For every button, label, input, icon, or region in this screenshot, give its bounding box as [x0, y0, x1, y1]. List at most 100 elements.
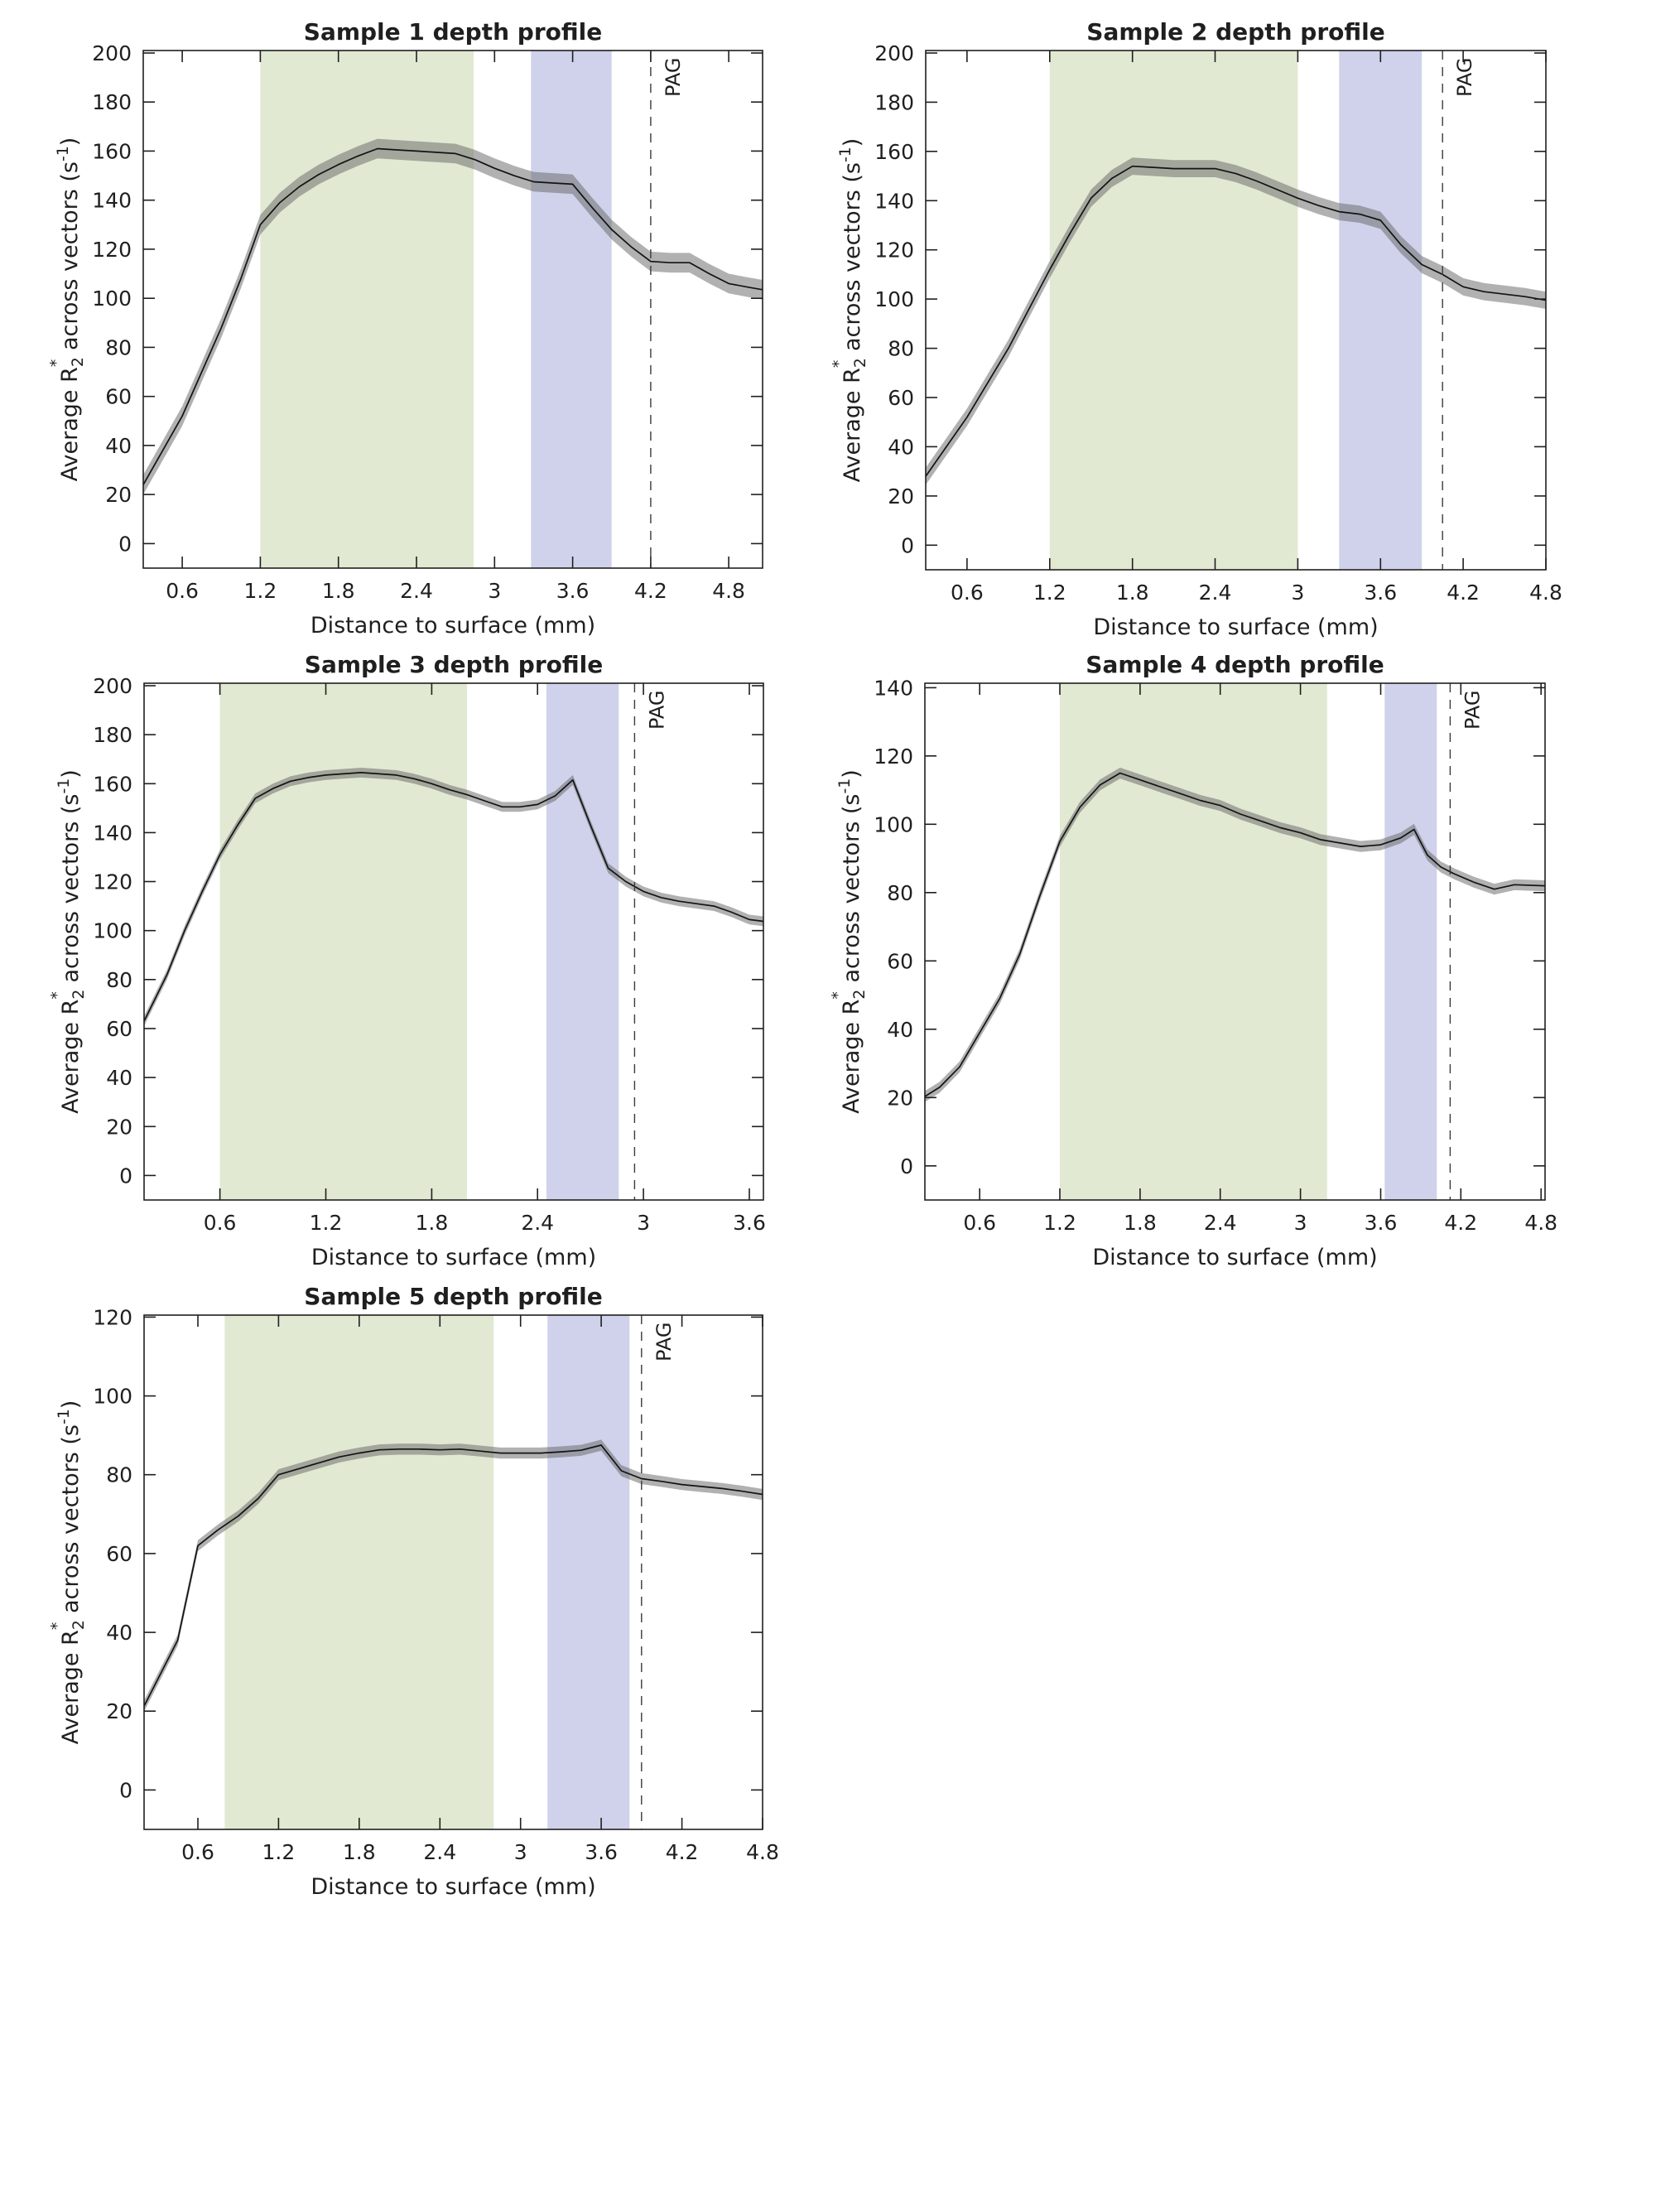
- x-tick-label: 1.8: [1124, 1211, 1157, 1235]
- x-tick-label: 4.8: [712, 579, 745, 603]
- y-tick-label: 20: [106, 1699, 132, 1723]
- x-tick-label: 4.2: [634, 579, 667, 603]
- y-tick-label: 200: [92, 41, 132, 65]
- y-tick-label: 80: [106, 968, 132, 992]
- x-axis-label: Distance to surface (mm): [310, 1874, 595, 1900]
- x-axis-label: Distance to surface (mm): [1093, 614, 1378, 640]
- y-tick-label: 60: [106, 1542, 132, 1566]
- x-tick-label: 3: [637, 1211, 650, 1235]
- chart-title: Sample 1 depth profile: [304, 18, 602, 46]
- y-axis-label: Average R2* across vectors (s-1): [47, 137, 87, 482]
- x-tick-label: 3: [488, 579, 501, 603]
- y-tick-label: 100: [93, 919, 132, 943]
- sample-5-chart: PAG 0.6 1.2 1.8 2.4 3 3.6 4.2 4.8 0 20 40 60 80 100 120…: [48, 1283, 779, 1900]
- y-tick-label: 100: [93, 1385, 132, 1409]
- plot-box: [925, 50, 1547, 571]
- y-tick-label: 120: [92, 238, 132, 262]
- y-tick-label: 180: [874, 90, 914, 114]
- x-axis-label: Distance to surface (mm): [311, 1245, 596, 1270]
- x-tick-label: 1.8: [322, 579, 355, 603]
- y-tick-label: 20: [888, 484, 914, 508]
- y-tick-label: 0: [119, 1164, 132, 1188]
- y-tick-label: 180: [93, 723, 132, 747]
- x-axis-label: Distance to surface (mm): [1092, 1245, 1377, 1270]
- y-axis-label: Average R2* across vectors (s-1): [48, 769, 88, 1114]
- y-tick-label: 40: [106, 1621, 132, 1645]
- plot-box: [142, 50, 763, 569]
- y-tick-label: 200: [93, 674, 132, 698]
- x-tick-label: 2.4: [1204, 1211, 1237, 1235]
- mean-line: [924, 772, 1546, 1097]
- plot-box: [143, 1314, 763, 1830]
- x-tick-label: 0.6: [963, 1211, 996, 1235]
- pag-label: PAG: [645, 690, 668, 730]
- purple-shaded-region: [547, 1315, 630, 1829]
- x-tick-label: 3.6: [585, 1840, 618, 1864]
- chart-title: Sample 4 depth profile: [1086, 651, 1384, 678]
- sample-2-chart: PAG 0.6 1.2 1.8 2.4 3 3.6 4.2 4.8 0 20 40 60 80 100 120…: [830, 18, 1562, 640]
- y-tick-label: 0: [901, 533, 914, 557]
- y-tick-label: 80: [106, 1463, 132, 1487]
- purple-shaded-region: [1384, 683, 1437, 1200]
- y-axis-label: Average R2* across vectors (s-1): [48, 1400, 88, 1745]
- y-tick-label: 140: [874, 189, 914, 213]
- x-tick-label: 4.8: [1524, 1211, 1557, 1235]
- y-tick-label: 140: [874, 676, 913, 700]
- y-tick-label: 200: [874, 41, 914, 65]
- mean-line: [142, 147, 763, 485]
- y-tick-label: 60: [888, 386, 914, 410]
- y-tick-label: 120: [874, 239, 914, 263]
- x-tick-label: 4.2: [666, 1840, 699, 1864]
- x-tick-label: 3: [1294, 1211, 1307, 1235]
- x-tick-label: 0.6: [204, 1211, 237, 1235]
- sample-1-chart: PAG 0.6 1.2 1.8 2.4 3 3.6 4.2 4.8 0 20 40 60 80 100 120…: [47, 18, 763, 639]
- x-tick-label: 4.2: [1444, 1211, 1477, 1235]
- green-shaded-region: [1049, 51, 1298, 570]
- y-tick-label: 40: [888, 435, 914, 459]
- x-tick-label: 3.6: [1364, 581, 1397, 605]
- x-tick-label: 2.4: [1199, 581, 1232, 605]
- x-tick-label: 3.6: [1365, 1211, 1398, 1235]
- y-tick-label: 80: [887, 881, 913, 905]
- x-tick-label: 1.2: [1043, 1211, 1076, 1235]
- green-shaded-region: [219, 683, 467, 1200]
- green-shaded-region: [1060, 683, 1327, 1200]
- purple-shaded-region: [1339, 51, 1423, 570]
- chart-title: Sample 5 depth profile: [304, 1283, 602, 1310]
- y-tick-label: 60: [105, 385, 132, 409]
- x-tick-label: 1.2: [1033, 581, 1066, 605]
- y-tick-label: 100: [874, 812, 913, 836]
- y-tick-label: 160: [92, 139, 132, 163]
- x-tick-label: 2.4: [423, 1840, 456, 1864]
- y-tick-label: 180: [92, 90, 132, 114]
- x-tick-label: 3: [514, 1840, 527, 1864]
- x-axis-label: Distance to surface (mm): [310, 613, 595, 639]
- y-tick-label: 0: [119, 1778, 132, 1802]
- x-tick-label: 2.4: [521, 1211, 554, 1235]
- y-tick-label: 20: [106, 1115, 132, 1139]
- chart-title: Sample 2 depth profile: [1086, 18, 1384, 46]
- y-tick-label: 140: [93, 821, 132, 845]
- y-axis-label: Average R2* across vectors (s-1): [830, 138, 869, 483]
- y-tick-label: 20: [887, 1086, 913, 1110]
- purple-shaded-region: [546, 683, 619, 1200]
- green-shaded-region: [260, 51, 474, 568]
- green-shaded-region: [224, 1315, 494, 1829]
- y-tick-label: 160: [93, 772, 132, 796]
- error-band: [143, 138, 763, 495]
- y-tick-label: 120: [93, 1305, 132, 1329]
- y-tick-label: 40: [105, 434, 132, 458]
- x-tick-label: 3.6: [733, 1211, 766, 1235]
- y-tick-label: 0: [118, 532, 132, 556]
- mean-line: [143, 1444, 763, 1707]
- x-tick-label: 1.8: [416, 1211, 449, 1235]
- x-tick-label: 1.2: [310, 1211, 343, 1235]
- mean-line: [143, 772, 764, 1022]
- x-tick-label: 0.6: [181, 1840, 214, 1864]
- y-tick-label: 60: [887, 949, 913, 973]
- error-band: [926, 157, 1546, 485]
- x-tick-label: 3: [1291, 581, 1304, 605]
- y-tick-label: 160: [874, 140, 914, 164]
- pag-label: PAG: [652, 1322, 676, 1361]
